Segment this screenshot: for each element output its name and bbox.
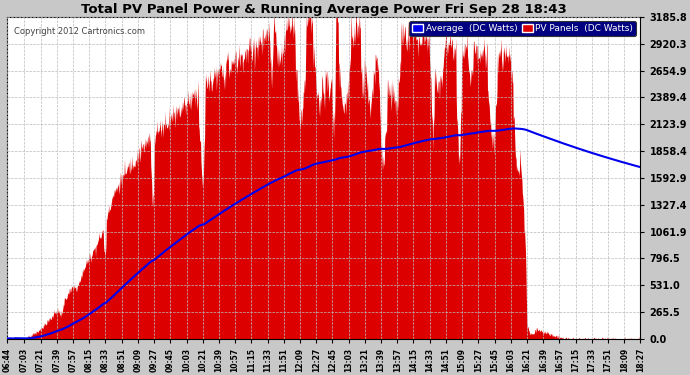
- Text: Copyright 2012 Cartronics.com: Copyright 2012 Cartronics.com: [14, 27, 145, 36]
- Title: Total PV Panel Power & Running Average Power Fri Sep 28 18:43: Total PV Panel Power & Running Average P…: [81, 3, 566, 16]
- Legend: Average  (DC Watts), PV Panels  (DC Watts): Average (DC Watts), PV Panels (DC Watts): [409, 21, 636, 36]
